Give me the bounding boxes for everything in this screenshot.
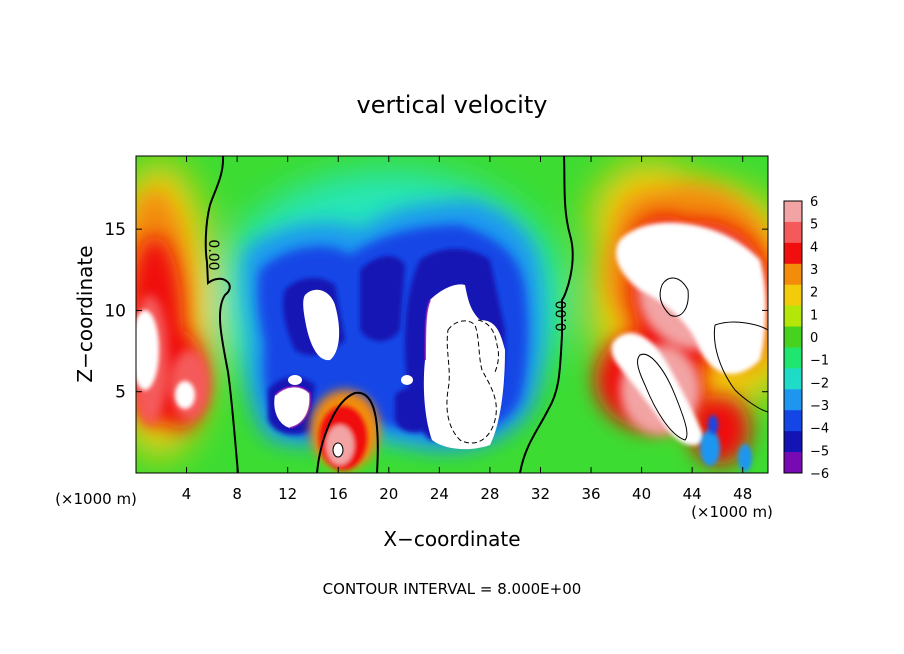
colorbar-swatch <box>784 452 802 474</box>
colorbar-label: 4 <box>810 240 818 255</box>
zero-contour-label: 0.00 <box>205 239 221 270</box>
colorbar-swatch <box>784 326 802 348</box>
y-tick-label: 10 <box>104 301 126 321</box>
plot-frame <box>135 155 769 474</box>
colorbar-label: −3 <box>810 399 829 414</box>
colorbar-swatch <box>784 368 802 390</box>
velocity-field: 0.00 0.00 <box>136 156 768 473</box>
x-tick-label: 16 <box>329 485 348 503</box>
x-tick-label: 44 <box>683 485 702 503</box>
colorbar-swatch <box>784 431 802 453</box>
y-tick-labels: 5 10 15 <box>104 220 126 403</box>
colorbar-swatch <box>784 410 802 432</box>
x-unit-right: (×1000 m) <box>691 503 773 521</box>
colorbar: 6 5 4 3 2 1 0 −1 −2 −3 −4 −5 −6 <box>783 195 829 482</box>
x-tick-label: 20 <box>379 485 398 503</box>
colorbar-label: 5 <box>810 218 818 233</box>
colorbar-label: −5 <box>810 444 829 459</box>
colorbar-swatch <box>784 305 802 328</box>
x-tick-label: 4 <box>182 485 192 503</box>
colorbar-swatch <box>784 347 802 369</box>
colorbar-swatch <box>784 242 802 265</box>
colorbar-label: 0 <box>810 331 818 346</box>
chart-title: vertical velocity <box>357 91 548 119</box>
colorbar-label: −4 <box>810 422 829 437</box>
colorbar-swatch <box>784 201 802 223</box>
x-tick-label: 24 <box>430 485 449 503</box>
colorbar-label: −2 <box>810 376 829 391</box>
y-axis-label: Z−coordinate <box>73 245 97 382</box>
x-tick-label: 36 <box>581 485 600 503</box>
x-tick-label: 8 <box>232 485 242 503</box>
colorbar-swatch <box>784 389 802 411</box>
x-axis-label: X−coordinate <box>383 527 520 551</box>
x-tick-label: 48 <box>733 485 752 503</box>
colorbar-label: 6 <box>810 195 818 210</box>
colorbar-swatch <box>784 263 802 286</box>
x-tick-label: 28 <box>480 485 499 503</box>
colorbar-label: −6 <box>810 467 829 482</box>
colorbar-swatch <box>784 284 802 307</box>
x-tick-label: 32 <box>531 485 550 503</box>
x-unit-left: (×1000 m) <box>55 490 137 508</box>
y-tick-label: 15 <box>104 220 126 240</box>
contour-interval-note: CONTOUR INTERVAL = 8.000E+00 <box>323 580 582 598</box>
x-tick-label: 40 <box>632 485 651 503</box>
zero-contour-label: 0.00 <box>554 300 570 331</box>
x-tick-labels: 4 8 12 16 20 24 28 32 36 40 44 48 <box>182 485 752 503</box>
y-tick-label: 5 <box>115 383 126 403</box>
colorbar-label: 3 <box>810 263 818 278</box>
colorbar-label: 1 <box>810 308 818 323</box>
colorbar-frame <box>783 200 803 474</box>
axis-ticks <box>136 156 768 473</box>
colorbar-swatch <box>784 221 802 244</box>
x-tick-label: 12 <box>278 485 297 503</box>
colorbar-label: −1 <box>810 354 829 369</box>
colorbar-label: 2 <box>810 286 818 301</box>
